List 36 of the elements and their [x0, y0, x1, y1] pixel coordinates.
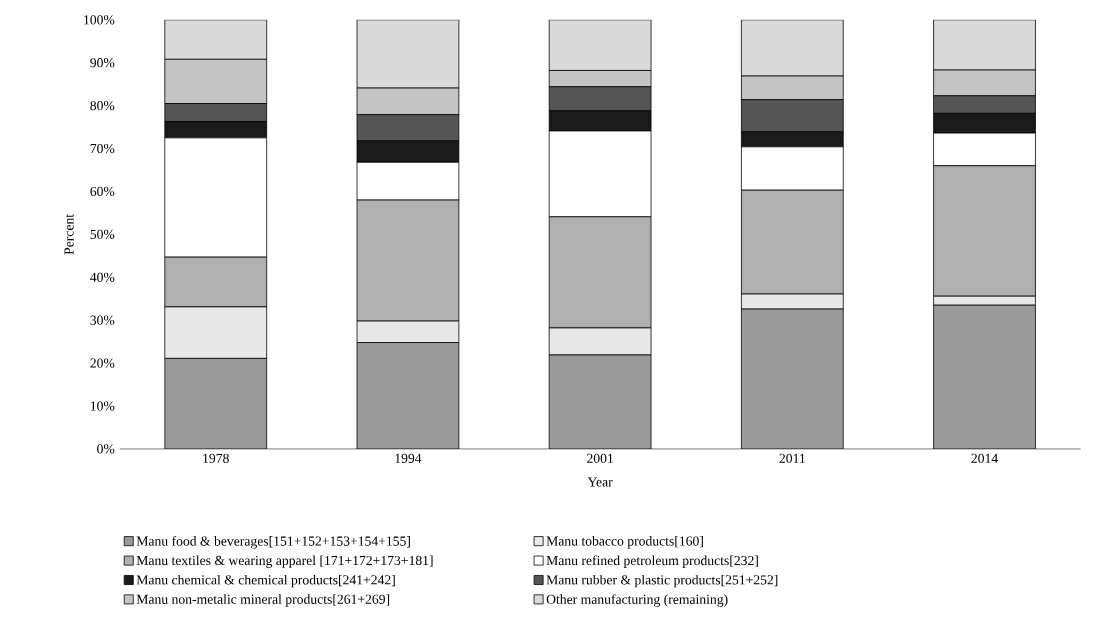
y-tick-label: 90%	[90, 58, 115, 68]
bar	[548, 354, 652, 450]
legend-label: Manu food & beverages[151+152+153+154+155]	[136, 536, 410, 549]
y-tick-label: 50%	[90, 229, 115, 240]
y-tick-label: 0%	[97, 444, 115, 454]
bar	[741, 308, 844, 450]
legend-label: Manu textiles & wearing apparel [171+172+173+181]	[136, 555, 433, 568]
bar	[356, 342, 460, 450]
legend-label: Manu chemical & chemical products[241+242]	[136, 574, 395, 588]
bar	[164, 19, 268, 60]
y-tick-label: 70%	[90, 144, 115, 154]
x-tick-label: 2001	[587, 453, 613, 464]
legend-label: Manu refined petroleum products[232]	[546, 555, 758, 569]
legend-label: Other manufacturing (remaining)	[546, 594, 728, 607]
legend-label: Manu rubber & plastic products[251+252]	[546, 574, 778, 588]
bar	[933, 19, 1036, 71]
x-axis-title: Year	[587, 477, 613, 487]
x-tick-label: 2011	[779, 453, 805, 464]
y-tick-label: 40%	[90, 272, 115, 283]
bar	[741, 19, 844, 77]
y-tick-label: 100%	[84, 15, 115, 25]
legend-label: Manu tobacco products[160]	[546, 536, 703, 549]
y-tick-label: 60%	[90, 186, 115, 197]
y-tick-label: 10%	[91, 401, 115, 411]
bar	[356, 19, 460, 89]
x-tick-label: 1994	[395, 453, 422, 464]
legend-label: Manu non-metalic mineral products[261+269]	[136, 594, 390, 607]
y-tick-label: 20%	[90, 358, 115, 368]
y-axis-title: Percent	[64, 214, 74, 255]
bar	[548, 19, 652, 71]
bar	[933, 304, 1036, 450]
y-tick-label: 80%	[90, 101, 115, 111]
y-tick-label: 30%	[90, 315, 115, 325]
x-tick-label: 2014	[971, 453, 998, 464]
x-tick-label: 1978	[203, 453, 229, 464]
bar	[164, 358, 268, 450]
